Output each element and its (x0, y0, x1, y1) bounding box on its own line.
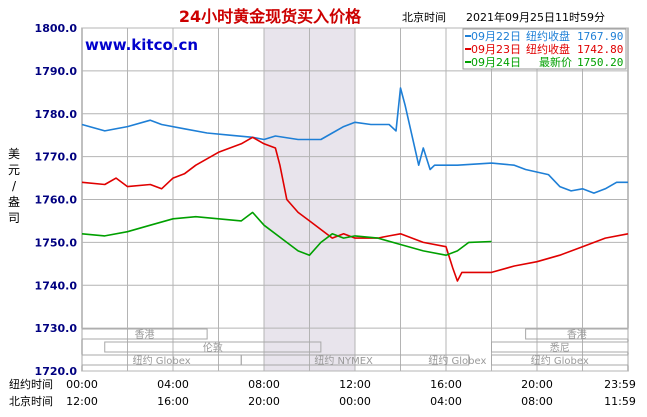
y-axis-label-part: 盎 (8, 195, 20, 209)
market-session-bar (81, 328, 208, 340)
series-line (81, 87, 628, 194)
legend-date: 09月23日 (471, 43, 521, 56)
market-session-label: 纽约 Globex (133, 354, 191, 367)
legend-value: 1767.90 (577, 30, 623, 43)
time-row-label-ny: 纽约时间 (9, 377, 53, 391)
y-axis-label-part: 美 (8, 147, 20, 161)
y-tick-label: 1720.0 (35, 365, 78, 378)
market-session-label: 纽约 NYMEX (314, 354, 373, 367)
y-tick-label: 1740.0 (35, 279, 78, 292)
y-tick-label: 1760.0 (35, 194, 78, 207)
market-session-bar (104, 341, 322, 353)
x-tick-label: 23:59 (604, 378, 636, 391)
y-axis-label: 美 元 / 盎 司 (8, 147, 20, 225)
market-session-label: 悉尼 (550, 342, 570, 354)
y-tick-labels: 1720.0 1730.0 1740.0 1750.0 1760.0 1770.0 1780… (35, 22, 78, 378)
market-session-label: 纽约 Globex (428, 354, 486, 367)
y-tick-label: 1800.0 (35, 22, 78, 35)
x-tick-label: 20:00 (521, 378, 553, 391)
x-tick-label: 16:00 (157, 395, 189, 408)
legend-value: 1750.20 (577, 56, 623, 69)
market-session-bar (445, 354, 470, 366)
x-tick-label: 11:59 (604, 395, 636, 408)
legend-entry: 09月23日 纽约收盘 1742.80 (465, 42, 623, 56)
legend-box (462, 28, 627, 70)
legend: 09月22日 纽约收盘 1767.90 09月23日 纽约收盘 1742.80 … (462, 28, 627, 70)
y-tick-label: 1750.0 (35, 236, 78, 249)
grid (82, 27, 628, 372)
legend-entry: 09月22日 纽约收盘 1767.90 (465, 29, 623, 43)
market-session-label: 纽约 Globex (531, 354, 589, 367)
legend-date: 09月24日 (471, 56, 521, 69)
legend-date: 09月22日 (471, 30, 521, 43)
chart-title: 24小时黄金现货买入价格 (179, 7, 362, 26)
market-session-bar (81, 354, 242, 366)
legend-entry: 09月24日 最新价 1750.20 (465, 55, 623, 69)
header-time-label: 北京时间 (402, 10, 446, 24)
y-tick-label: 1790.0 (35, 65, 78, 78)
y-tick-label: 1770.0 (35, 151, 78, 164)
x-tick-label: 12:00 (339, 378, 371, 391)
x-tick-label: 00:00 (339, 395, 371, 408)
market-session-label: 伦敦 (203, 341, 223, 354)
legend-label: 最新价 (539, 55, 572, 69)
x-tick-label: 16:00 (430, 378, 462, 391)
x-tick-label: 00:00 (66, 378, 98, 391)
time-row-label-beijing: 北京时间 (9, 394, 53, 408)
market-session-bar (491, 341, 629, 353)
legend-value: 1742.80 (577, 43, 623, 56)
market-session-bar (525, 328, 629, 340)
x-tick-label: 08:00 (521, 395, 553, 408)
market-session-label: 香港 (567, 329, 587, 341)
x-tick-label: 12:00 (66, 395, 98, 408)
x-tick-label: 04:00 (157, 378, 189, 391)
y-axis-label-part: 元 (8, 163, 20, 177)
market-session-label: 香港 (135, 329, 155, 341)
series-line (81, 136, 629, 282)
header-time-value: 2021年09月25日11时59分 (466, 10, 605, 24)
legend-label: 纽约收盘 (526, 29, 570, 43)
watermark: www.kitco.cn (85, 36, 198, 54)
x-tick-labels: 00:00 04:00 08:00 12:00 16:00 20:00 23:59 12:00… (66, 378, 636, 408)
market-session-bar (491, 354, 629, 366)
price-series (81, 87, 629, 282)
y-tick-label: 1780.0 (35, 108, 78, 121)
y-axis-label-part: 司 (8, 211, 20, 225)
y-tick-label: 1730.0 (35, 322, 78, 335)
x-tick-label: 20:00 (248, 395, 280, 408)
x-tick-label: 04:00 (430, 395, 462, 408)
y-axis-label-part: / (12, 179, 17, 193)
legend-label: 纽约收盘 (526, 42, 570, 56)
series-line (81, 211, 492, 256)
x-tick-label: 08:00 (248, 378, 280, 391)
